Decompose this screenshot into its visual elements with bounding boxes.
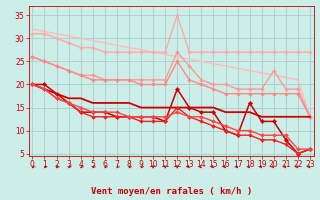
Text: Vent moyen/en rafales ( km/h ): Vent moyen/en rafales ( km/h ) xyxy=(91,187,252,196)
